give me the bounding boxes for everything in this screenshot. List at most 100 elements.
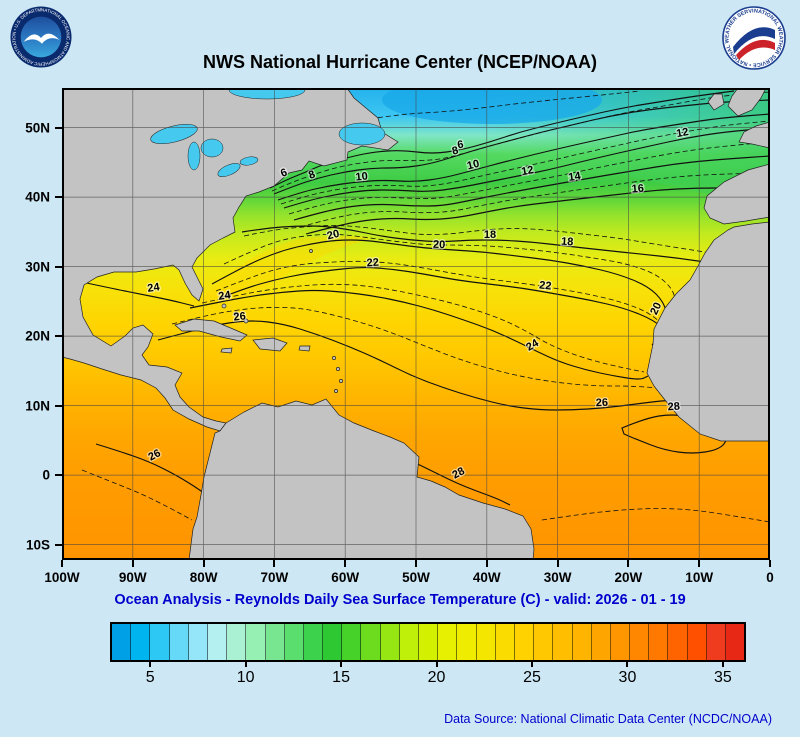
x-tick-mark [202,560,205,567]
isotherm-25 [171,306,753,401]
isotherm-label-18: 18 [484,229,496,241]
x-tick-mark [485,560,488,567]
map-caption: Ocean Analysis - Reynolds Daily Sea Surf… [114,592,686,608]
x-tick-mark [344,560,347,567]
isotherm-11 [280,120,771,205]
isotherm-label-10: 10 [355,170,368,183]
isotherm-15 [299,172,771,228]
colorbar-cell [131,624,151,660]
isotherm-label-26: 26 [596,397,609,409]
colorbar-tick-label: 15 [332,669,350,686]
isotherm-5 [361,90,641,121]
isotherm-14 [293,155,771,221]
land-antilles [334,389,338,393]
gulf-of-st-lawrence [338,122,386,146]
land-south-america [188,398,535,561]
colorbar-tick-label: 5 [145,669,155,686]
sst-map: 6 8 10 6 8 10 12 12 14 16 18 18 20 20 20 22 22 24 24 24 26 26… [61,76,771,561]
isotherm-label-22: 22 [539,279,552,292]
land-bahamas [233,311,239,317]
isotherm-26 [95,443,209,497]
isotherm-label-16: 16 [631,183,644,196]
colorbar-cell [399,624,419,660]
land-hispaniola [252,337,288,352]
y-tick-label: 10S [25,537,50,553]
colorbar-tick-mark [244,660,247,667]
isotherm-10 [277,113,771,201]
x-tick-label: 20W [614,570,643,585]
x-tick-mark [273,560,276,567]
nws-logo: NATIONAL WEATHER SERVICE • NATIONAL WEAT… [722,6,786,70]
lake-huron [200,138,224,158]
y-tick-mark [55,543,62,546]
land-bahamas [221,303,227,309]
lake-michigan [187,141,201,171]
map-frame [62,88,770,560]
colorbar-cell [649,624,669,660]
isotherm-13 [288,141,771,215]
colorbar-cell [438,624,458,660]
latlon-grid [62,88,770,560]
noaa-logo: NATIONAL OCEANIC AND ATMOSPHERIC ADMINIS… [10,6,72,68]
colorbar-cell [495,624,515,660]
colorbar-cell [303,624,324,660]
colorbar-cell [150,624,170,660]
data-source-text: Data Source: National Climatic Data Cent… [444,712,772,726]
y-tick-label: 20N [25,328,50,344]
isotherm-12 [283,127,771,209]
colorbar-tick-label: 35 [714,669,732,686]
colorbar-cell [572,624,592,660]
colorbar-cell [227,624,247,660]
colorbar-cell [207,624,228,660]
colorbar-cell [188,624,208,660]
land-north-america [61,87,399,432]
colorbar-tick-mark [435,660,438,667]
land-jamaica [220,347,233,354]
colorbar-cell [112,624,132,660]
isotherm-18 [241,225,771,271]
isotherm-label-26: 26 [233,310,246,323]
y-tick-label: 40N [25,189,50,205]
lake-erie [217,163,241,177]
x-tick-label: 50W [402,570,430,585]
x-tick-mark [415,560,417,567]
noaa-gull-icon [23,33,60,44]
colorbar-cell [706,624,726,660]
colorbar-cell [284,624,304,660]
isotherm-label-18: 18 [561,236,574,249]
isotherm-26 [157,320,771,415]
colorbar-cell [323,624,343,660]
colorbar [110,622,746,662]
isotherm-7 [271,91,771,192]
isotherm-27 [81,469,193,521]
colorbar-cell [380,624,400,660]
landmasses [61,87,771,561]
gulf-stream-warm-tongue [202,236,372,302]
y-tick-mark [55,404,62,407]
colorbar-tick-mark [721,660,724,667]
isotherm-contours [81,90,771,523]
isotherm-label-20: 20 [326,228,341,243]
nws-red-swoosh-icon [736,39,775,60]
isotherm-label-12: 12 [675,126,689,140]
y-tick-label: 30N [25,259,50,275]
x-tick-label: 100W [44,570,80,585]
isotherm-23 [201,283,645,373]
isotherm-label-20: 20 [433,239,446,251]
colorbar-cell [610,624,631,660]
colorbar-tick-mark [340,660,343,667]
isotherm-label-10: 10 [466,158,481,173]
colorbar-cell [169,624,189,660]
land-ireland [707,93,725,111]
x-tick-label: 40W [472,570,501,585]
x-axis: 100W 90W 80W 70W 60W 50W 40W 30W 20W 10W 0 [44,560,774,600]
lake-superior [150,124,198,144]
isotherm-label-22: 22 [366,257,379,270]
land-cuba [174,318,248,342]
x-tick-label: 70W [260,570,289,585]
colorbar-cell [514,624,535,660]
y-tick-mark [55,474,62,477]
colorbar-tick-mark [531,660,533,667]
lake-ontario [239,156,259,166]
isotherm-label-8: 8 [451,145,460,158]
